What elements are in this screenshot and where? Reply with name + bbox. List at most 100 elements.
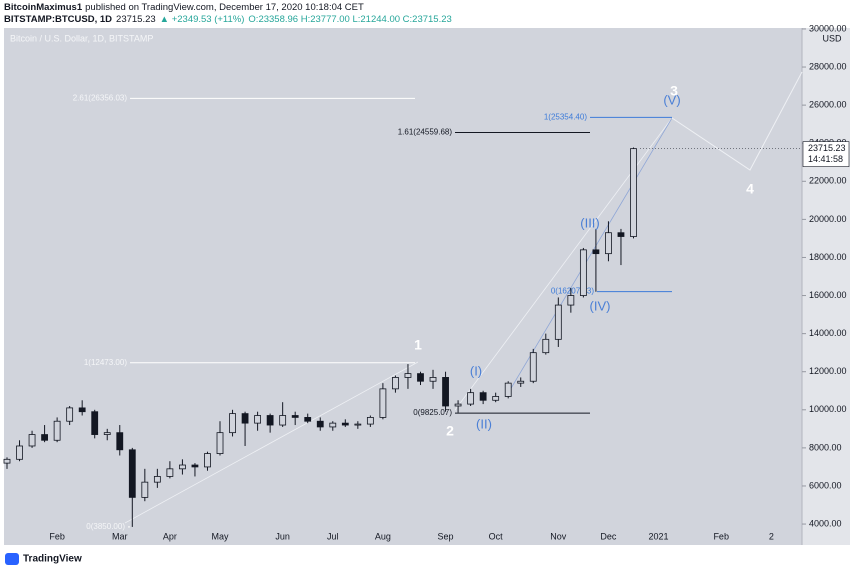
- x-tick-label: Aug: [375, 531, 391, 541]
- candle-body: [91, 411, 99, 435]
- candle-body: [166, 468, 174, 477]
- x-tick-label: May: [212, 531, 230, 541]
- header-line-2: BITSTAMP:BTCUSD, 1D 23715.23 ▲ +2349.53 (+…: [4, 14, 452, 25]
- x-tick-label: Feb: [49, 531, 65, 541]
- x-tick-label: 2: [769, 531, 774, 541]
- candle-body: [605, 232, 612, 255]
- candle-body: [266, 415, 274, 426]
- candle-body: [341, 422, 349, 426]
- change: ▲ +2349.53 (+11%): [160, 14, 245, 25]
- candle-body: [492, 396, 500, 401]
- y-tick-label: 28000.00: [809, 61, 847, 71]
- candle-body: [291, 415, 299, 418]
- x-tick-label: Jun: [275, 531, 290, 541]
- candle-body: [592, 249, 600, 255]
- x-tick-label: Sep: [438, 531, 454, 541]
- candle-body: [229, 413, 236, 434]
- subwave-label: (I): [470, 363, 482, 378]
- wave-label: 2: [446, 423, 454, 439]
- candle-body: [116, 432, 124, 451]
- logo: [5, 553, 19, 565]
- candle-body: [241, 413, 249, 424]
- y-tick-label: 14000.00: [809, 328, 847, 338]
- symbol: BITSTAMP:BTCUSD, 1D: [4, 14, 112, 25]
- y-tick-label: 22000.00: [809, 176, 847, 186]
- y-tick-label: 6000.00: [809, 480, 842, 490]
- fib-label: 1(12473.00): [84, 358, 127, 367]
- footer: TradingView: [5, 553, 82, 565]
- x-tick-label: Oct: [489, 531, 504, 541]
- wave-label: 4: [746, 181, 754, 197]
- candle-body: [617, 232, 625, 237]
- x-tick-label: Dec: [600, 531, 617, 541]
- x-tick-label: 2021: [649, 531, 669, 541]
- candle-body: [153, 476, 161, 483]
- candle-body: [467, 392, 475, 405]
- subwave-label: (IV): [590, 298, 611, 313]
- last: 23715.23: [116, 14, 156, 25]
- chart-title: Bitcoin / U.S. Dollar, 1D, BITSTAMP: [10, 33, 153, 43]
- candle-body: [554, 304, 562, 340]
- candle-body: [16, 445, 23, 460]
- candle-body: [529, 352, 537, 382]
- candle-body: [429, 377, 437, 382]
- subwave-label: (V): [663, 92, 680, 107]
- candle-body: [316, 420, 324, 428]
- y-tick-label: 16000.00: [809, 290, 847, 300]
- candle-body: [41, 434, 48, 441]
- ohlc: O:23358.96 H:23777.00 L:21244.00 C:23715…: [248, 14, 451, 25]
- candle-body: [504, 382, 512, 397]
- fib-label: 2.61(26356.03): [73, 93, 128, 102]
- candle-body: [304, 417, 312, 422]
- fib-label: 1(25354.40): [544, 113, 587, 122]
- last-price-tag: [802, 141, 850, 167]
- candle-body: [141, 481, 149, 498]
- x-tick-label: Apr: [163, 531, 177, 541]
- candle-body: [579, 249, 587, 296]
- candle-body: [179, 464, 186, 470]
- candle-body: [254, 415, 262, 424]
- candle-body: [417, 373, 424, 382]
- candle-body: [567, 295, 575, 306]
- fib-label: 0(3850.00): [86, 522, 125, 531]
- projection-line: [509, 117, 673, 391]
- candle-body: [442, 377, 449, 407]
- candle-body: [66, 407, 74, 422]
- y-tick-label: 10000.00: [809, 404, 847, 414]
- candle-body: [103, 432, 111, 435]
- plot-background: [4, 28, 802, 545]
- candle-body: [542, 338, 550, 354]
- price-axis-background: [802, 28, 850, 545]
- author: BitcoinMaximus1: [4, 2, 83, 13]
- wave-label: 1: [414, 337, 422, 353]
- last-price-label: 23715.23: [808, 143, 846, 153]
- candle-body: [28, 434, 36, 447]
- y-tick-label: 20000.00: [809, 214, 847, 224]
- published: published on TradingView.com, December 1…: [85, 2, 364, 13]
- header-line-1: BitcoinMaximus1 published on TradingView.…: [4, 2, 364, 13]
- countdown: 14:41:58: [808, 154, 843, 164]
- wave-label: 3: [670, 83, 678, 99]
- x-tick-label: Nov: [550, 531, 567, 541]
- x-tick-label: Feb: [713, 531, 729, 541]
- candle-body: [630, 148, 637, 237]
- candle-body: [279, 415, 287, 426]
- candle-body: [366, 417, 374, 425]
- subwave-label: (II): [476, 416, 492, 431]
- fib-label: 0(16207.73): [551, 287, 594, 296]
- candle-body: [354, 423, 362, 426]
- subwave-label: (III): [580, 215, 600, 230]
- candle-body: [479, 392, 487, 401]
- candles: [3, 147, 637, 527]
- y-tick-label: 18000.00: [809, 252, 847, 262]
- candle-body: [454, 403, 462, 407]
- projection-line: [124, 361, 419, 524]
- candle-body: [204, 453, 211, 468]
- candle-body: [392, 377, 399, 390]
- candle-body: [191, 464, 199, 468]
- y-unit: USD: [822, 33, 842, 43]
- brand: TradingView: [23, 554, 82, 565]
- y-tick-label: 30000.00: [809, 23, 847, 33]
